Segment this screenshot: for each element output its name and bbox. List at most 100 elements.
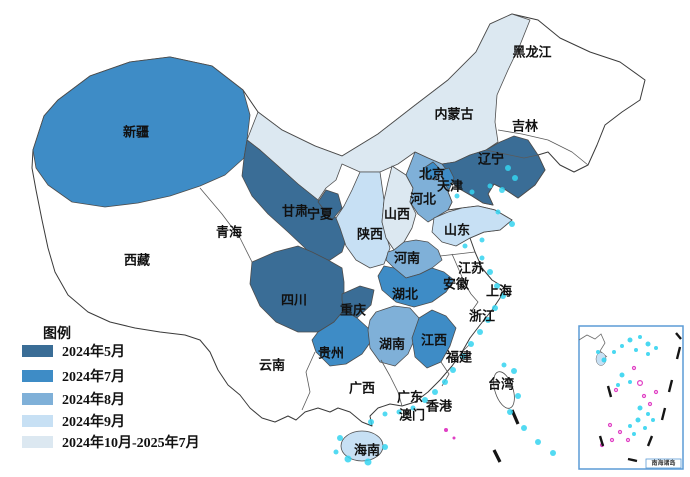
- inset-coast-dot: [634, 348, 638, 352]
- coast-dot: [492, 305, 498, 311]
- label-aomen: 澳门: [399, 408, 425, 423]
- label-chongqing: 重庆: [340, 303, 366, 318]
- label-tianjin: 天津: [437, 179, 463, 194]
- border-qinghai-xizang: [199, 187, 253, 263]
- label-guangxi: 广西: [349, 381, 375, 396]
- coast-dot: [337, 435, 343, 441]
- coast-dot: [511, 368, 517, 374]
- label-shanxi: 山西: [384, 207, 410, 222]
- legend-items: 2024年5月 2024年7月 2024年8月 2024年9月 2024年10月-202…: [22, 343, 200, 451]
- inset-coast-dot: [654, 346, 658, 350]
- province-gansu: [241, 139, 349, 263]
- inset-dash-segment: [675, 346, 682, 360]
- province-shandong: [431, 205, 513, 247]
- coast-dot: [422, 397, 428, 403]
- province-hubei: [377, 265, 455, 308]
- coast-dot: [477, 329, 483, 335]
- province-jiangxi: [411, 309, 457, 369]
- label-shaanxi: 陕西: [357, 227, 383, 242]
- coast-dot: [495, 209, 501, 215]
- inset-markers: [596, 335, 659, 448]
- border-heilongjiang-jilin: [497, 129, 589, 166]
- coast-dot: [507, 409, 513, 415]
- dash-segment: [492, 449, 502, 463]
- inset-label-box: [645, 458, 682, 469]
- inset-coast-dot: [601, 357, 607, 363]
- coast-dot: [521, 425, 527, 431]
- province-guizhou: [311, 309, 373, 367]
- dash-segment: [510, 409, 520, 425]
- inset-coast-dot: [646, 352, 650, 356]
- coast-dot: [500, 293, 506, 299]
- coast-dot: [450, 367, 456, 373]
- inset-coast-dot: [628, 424, 632, 428]
- coast-dot: [499, 187, 505, 193]
- border-jiangsu-shandong: [439, 251, 476, 257]
- inset-magenta-mark: [617, 429, 623, 435]
- coast-dot: [550, 450, 556, 456]
- coast-dot: [442, 379, 448, 385]
- inset-magenta-mark: [653, 389, 659, 395]
- province-tianjin: [440, 167, 455, 191]
- inset-coast-dot: [651, 418, 655, 422]
- coast-dot: [382, 444, 388, 450]
- coast-dot: [344, 455, 352, 463]
- coast-dot: [487, 183, 493, 189]
- legend-swatch-jul2024: [22, 370, 53, 382]
- border-anhui-zhejiang: [470, 293, 479, 313]
- label-heilongjiang: 黑龙江: [512, 45, 551, 60]
- inset-dash-segment: [606, 385, 613, 398]
- coast-dot: [515, 393, 521, 399]
- label-xinjiang: 新疆: [123, 125, 149, 140]
- coast-dot: [364, 458, 372, 466]
- inset-dash-segment: [627, 457, 638, 463]
- coast-dot: [382, 411, 388, 417]
- label-xianggang: 香港: [425, 399, 453, 414]
- inset-dash-segment: [646, 435, 654, 447]
- inset-coast-dot: [643, 426, 647, 430]
- coast-dot: [487, 269, 493, 275]
- coast-dot: [333, 449, 339, 455]
- coast-dot: [494, 283, 500, 289]
- label-shanghai: 上海: [486, 284, 512, 299]
- label-guizhou: 贵州: [318, 346, 344, 361]
- border-jilin-liaoning: [485, 149, 539, 159]
- inset-magenta-mark: [609, 437, 615, 443]
- inset-coast-dot: [627, 337, 633, 343]
- label-liaoning: 辽宁: [478, 152, 504, 167]
- border-guangxi-guangdong: [380, 359, 403, 407]
- coast-dot: [509, 221, 515, 227]
- label-yunnan: 云南: [259, 358, 285, 373]
- inset-dash-line: [598, 332, 682, 463]
- legend-swatch-may2024: [22, 345, 53, 357]
- inset-magenta-mark: [631, 365, 637, 371]
- province-ningxia: [317, 189, 343, 221]
- label-jiangxi: 江西: [421, 333, 447, 348]
- coast-dot: [479, 237, 485, 243]
- inset-coast-dot: [637, 405, 643, 411]
- label-hebei: 河北: [410, 192, 436, 207]
- label-qinghai: 青海: [216, 225, 242, 240]
- inset-coast-dot: [645, 341, 651, 347]
- label-neimenggu: 内蒙古: [434, 107, 473, 122]
- inset-coastline: [578, 333, 608, 358]
- label-ningxia: 宁夏: [307, 207, 334, 222]
- label-taiwan: 台湾: [488, 377, 514, 392]
- coast-dot: [501, 362, 507, 368]
- inset-dash-segment: [660, 407, 667, 421]
- label-jiangsu: 江苏: [458, 261, 484, 276]
- label-fujian: 福建: [445, 350, 472, 365]
- inset-dash-segment: [667, 379, 674, 393]
- coast-dot: [454, 193, 460, 199]
- legend-label-may2024: 2024年5月: [62, 343, 125, 360]
- coast-dot: [396, 409, 402, 415]
- border-jiangsu-anhui: [451, 253, 472, 295]
- coast-dot: [368, 419, 374, 425]
- inset-coast-dot: [612, 350, 616, 354]
- coastal-markers: [333, 165, 556, 466]
- inset-dash-segment: [598, 435, 605, 447]
- legend-label-jul2024: 2024年7月: [62, 368, 125, 385]
- coast-dot: [432, 389, 438, 395]
